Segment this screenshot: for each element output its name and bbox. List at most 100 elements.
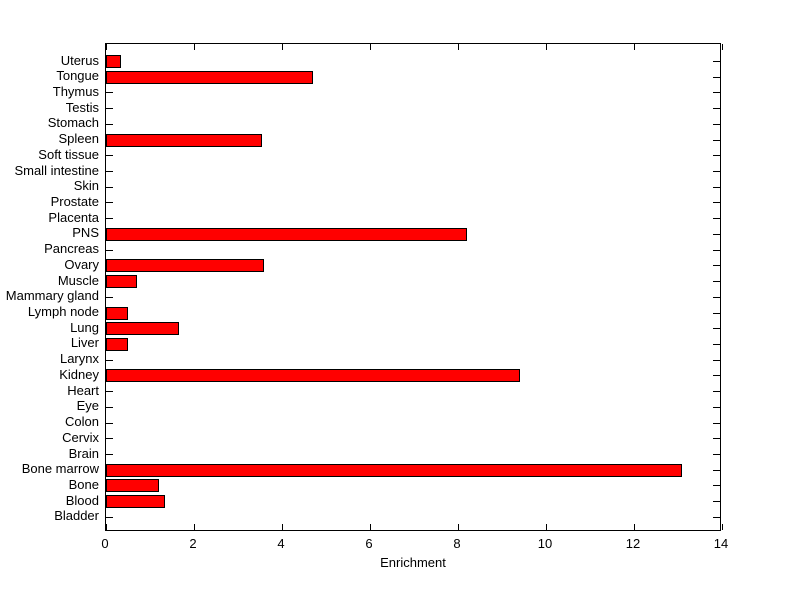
y-tick-right-bone-marrow — [713, 469, 720, 471]
y-tick-right-placenta — [713, 218, 720, 220]
y-tick-right-eye — [713, 406, 720, 408]
y-axis-label-kidney: Kidney — [59, 366, 99, 382]
y-tick-right-lymph-node — [713, 312, 720, 314]
y-axis-label-brain: Brain — [68, 445, 99, 461]
y-axis-label-colon: Colon — [65, 414, 99, 430]
x-tick-bottom-4 — [281, 524, 283, 530]
x-tick-top-0 — [105, 44, 107, 50]
y-tick-left-thymus — [106, 92, 113, 94]
y-tick-right-bladder — [713, 516, 720, 518]
y-tick-right-blood — [713, 501, 720, 503]
y-tick-right-kidney — [713, 375, 720, 377]
y-tick-left-heart — [106, 391, 113, 393]
y-axis-label-blood: Blood — [65, 492, 99, 508]
y-tick-right-testis — [713, 108, 720, 110]
y-tick-left-brain — [106, 454, 113, 455]
y-axis-label-liver: Liver — [70, 335, 99, 351]
x-tick-label-14: 14 — [713, 536, 729, 551]
x-tick-top-4 — [281, 44, 283, 50]
x-axis-label: Enrichment — [380, 555, 446, 570]
x-tick-bottom-2 — [193, 524, 195, 530]
y-tick-left-skin — [106, 186, 113, 188]
y-tick-left-mammary-gland — [106, 296, 113, 298]
x-tick-bottom-14 — [721, 524, 723, 530]
y-tick-right-ovary — [713, 265, 720, 267]
y-axis-label-stomach: Stomach — [47, 115, 99, 131]
y-tick-right-prostate — [713, 202, 720, 204]
y-tick-right-stomach — [713, 123, 720, 125]
y-tick-left-prostate — [106, 202, 113, 204]
bar-ovary — [106, 259, 265, 273]
y-tick-right-muscle — [713, 281, 720, 283]
bar-bone — [106, 479, 159, 493]
y-axis-label-lung: Lung — [70, 319, 99, 335]
y-tick-left-larynx — [106, 359, 113, 361]
y-tick-right-uterus — [713, 61, 720, 62]
y-axis-label-soft-tissue: Soft tissue — [38, 146, 99, 162]
bar-bone-marrow — [106, 463, 683, 477]
y-tick-right-colon — [713, 422, 720, 424]
y-tick-right-bone — [713, 485, 720, 487]
y-tick-left-stomach — [106, 123, 113, 125]
bar-liver — [106, 337, 128, 351]
bar-uterus — [106, 55, 122, 68]
y-tick-right-pns — [713, 233, 720, 235]
x-tick-top-2 — [193, 44, 195, 50]
bar-lymph-node — [106, 306, 128, 320]
y-tick-right-liver — [713, 343, 720, 345]
y-axis-label-bone: Bone — [68, 476, 99, 492]
y-tick-right-small-intestine — [713, 171, 720, 173]
y-axis-label-ovary: Ovary — [64, 256, 99, 272]
x-tick-top-12 — [633, 44, 635, 50]
x-tick-bottom-10 — [545, 524, 547, 530]
x-tick-top-8 — [457, 44, 459, 50]
y-tick-right-cervix — [713, 438, 720, 440]
x-tick-bottom-0 — [105, 524, 107, 530]
x-tick-bottom-6 — [369, 524, 371, 530]
y-axis-label-prostate: Prostate — [50, 193, 99, 209]
x-tick-label-8: 8 — [453, 536, 461, 551]
bar-spleen — [106, 133, 263, 147]
x-tick-label-4: 4 — [277, 536, 285, 551]
y-tick-left-small-intestine — [106, 171, 113, 173]
y-tick-right-soft-tissue — [713, 155, 720, 157]
y-tick-left-placenta — [106, 218, 113, 220]
x-tick-label-2: 2 — [189, 536, 197, 551]
y-tick-right-pancreas — [713, 249, 720, 251]
y-tick-right-skin — [713, 186, 720, 188]
y-axis-label-heart: Heart — [67, 382, 99, 398]
y-axis-label-skin: Skin — [73, 178, 99, 194]
y-tick-left-cervix — [106, 438, 113, 440]
y-axis-label-placenta: Placenta — [48, 209, 99, 225]
x-tick-label-0: 0 — [101, 536, 109, 551]
y-axis-label-spleen: Spleen — [58, 131, 99, 147]
y-tick-right-brain — [713, 454, 720, 455]
y-tick-right-larynx — [713, 359, 720, 361]
y-tick-right-mammary-gland — [713, 296, 720, 298]
bar-muscle — [106, 275, 137, 289]
y-axis-label-bone-marrow: Bone marrow — [21, 461, 99, 477]
y-axis-label-eye: Eye — [76, 398, 99, 414]
y-tick-left-colon — [106, 422, 113, 424]
y-axis-label-small-intestine: Small intestine — [14, 162, 99, 178]
bar-kidney — [106, 369, 520, 383]
y-tick-left-pancreas — [106, 249, 113, 251]
bar-lung — [106, 322, 179, 336]
y-axis-label-bladder: Bladder — [54, 508, 99, 524]
y-tick-left-testis — [106, 108, 113, 110]
x-tick-label-12: 12 — [625, 536, 641, 551]
y-tick-left-soft-tissue — [106, 155, 113, 157]
y-axis-label-pns: PNS — [72, 225, 99, 241]
x-tick-bottom-8 — [457, 524, 459, 530]
y-axis-label-lymph-node: Lymph node — [27, 304, 99, 320]
plot-area — [105, 43, 723, 531]
bar-pns — [106, 227, 467, 241]
x-tick-label-6: 6 — [365, 536, 373, 551]
y-axis-label-cervix: Cervix — [62, 429, 99, 445]
y-axis-label-uterus: Uterus — [60, 52, 99, 68]
y-axis-label-thymus: Thymus — [52, 83, 99, 99]
x-tick-top-10 — [545, 44, 547, 50]
y-tick-right-thymus — [713, 92, 720, 94]
bar-tongue — [106, 70, 313, 84]
